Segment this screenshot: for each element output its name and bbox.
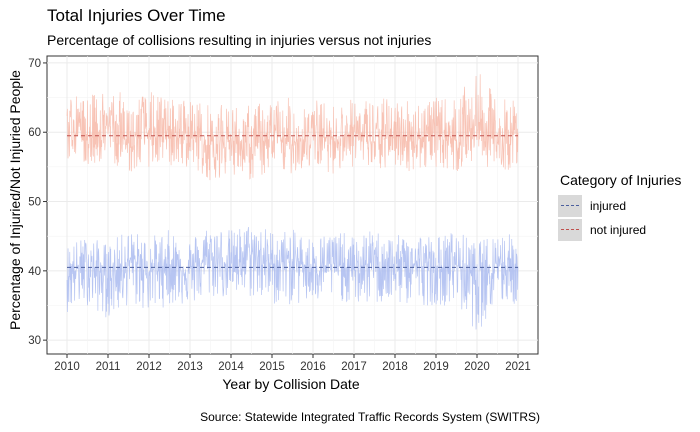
x-tick-label: 2018 <box>382 361 408 373</box>
legend-title: Category of Injuries <box>560 172 682 188</box>
x-tick-label: 2020 <box>464 361 490 373</box>
legend-label-injured: injured <box>590 199 627 213</box>
x-tick-label: 2019 <box>423 361 449 373</box>
x-tick-label: 2015 <box>259 361 285 373</box>
series-line-injured <box>66 227 519 330</box>
x-tick-label: 2017 <box>341 361 367 373</box>
x-tick-label: 2012 <box>136 361 162 373</box>
chart-title: Total Injuries Over Time <box>47 6 226 25</box>
x-axis-label: Year by Collision Date <box>222 376 360 392</box>
x-tick-label: 2013 <box>177 361 203 373</box>
legend-label-not-injured: not injured <box>590 223 647 237</box>
legend-key-not-injured <box>558 219 582 241</box>
chart-caption: Source: Statewide Integrated Traffic Rec… <box>200 410 540 424</box>
x-tick-label: 2010 <box>54 361 80 373</box>
legend-key-injured <box>558 195 582 217</box>
y-tick-label: 60 <box>28 127 41 139</box>
y-tick-label: 40 <box>28 266 41 278</box>
x-tick-label: 2021 <box>505 361 531 373</box>
x-tick-label: 2011 <box>96 361 121 373</box>
chart-subtitle: Percentage of collisions resulting in in… <box>47 32 432 48</box>
y-tick-label: 70 <box>28 58 41 70</box>
x-tick-label: 2014 <box>218 361 244 373</box>
y-tick-label: 30 <box>28 335 41 347</box>
y-tick-label: 50 <box>28 197 41 209</box>
x-tick-label: 2016 <box>300 361 326 373</box>
